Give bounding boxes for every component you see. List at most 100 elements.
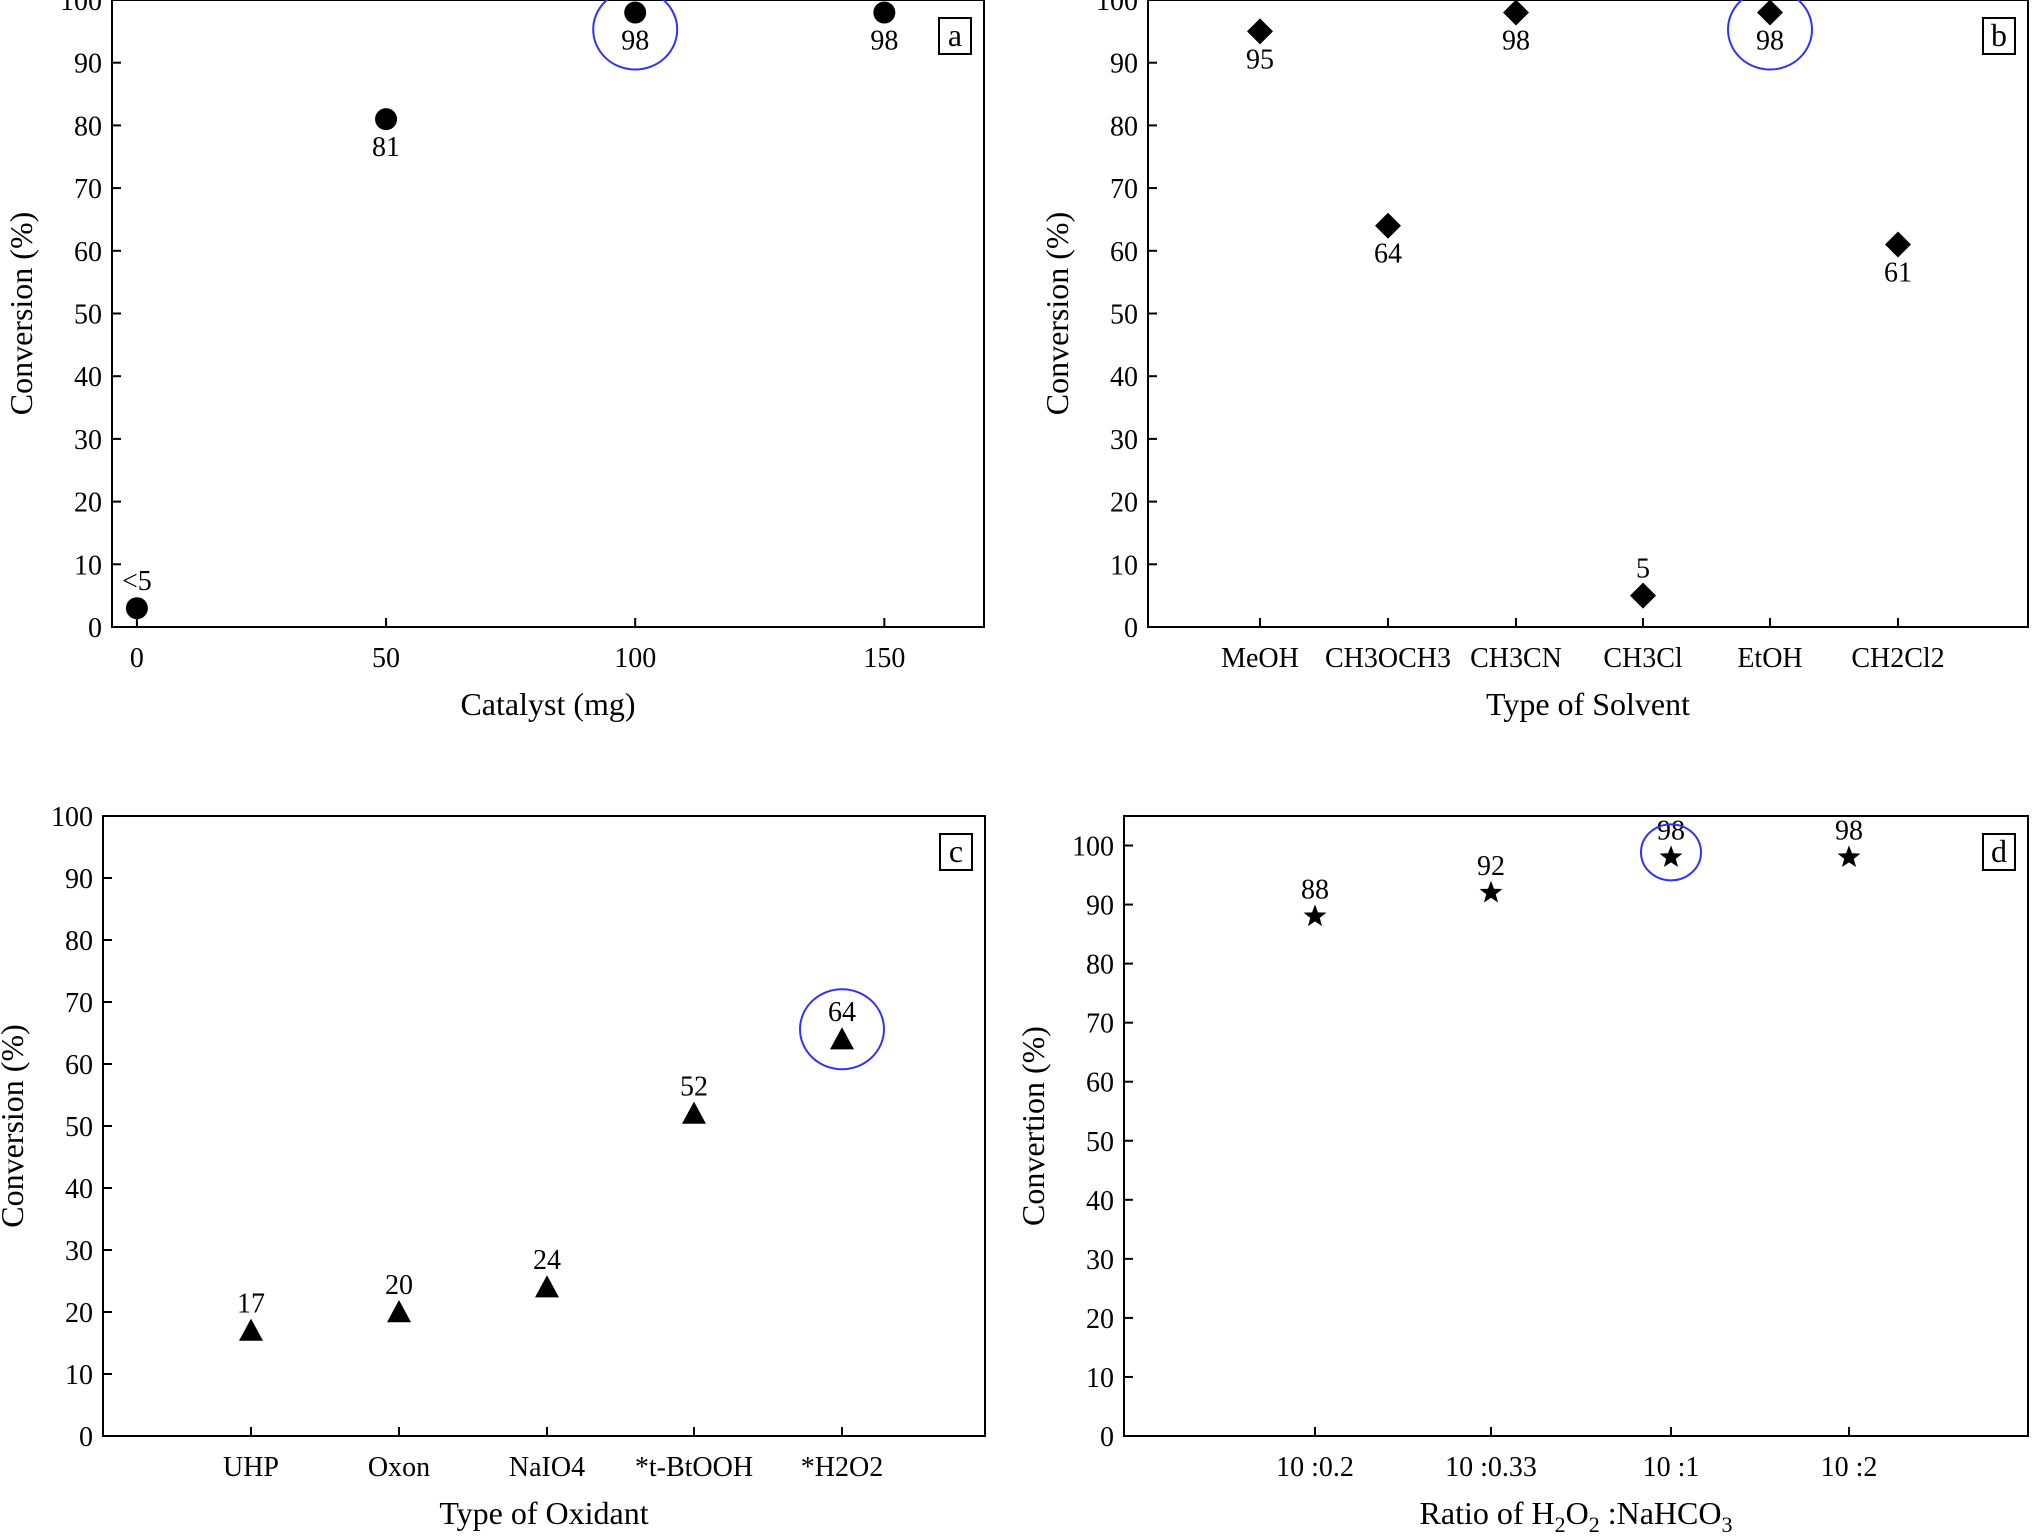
y-tick-label: 80 (1110, 111, 1138, 142)
x-tick-label: Oxon (368, 1452, 430, 1483)
y-tick-label: 0 (79, 1422, 93, 1453)
y-tick-label: 10 (1086, 1363, 1114, 1394)
y-tick-label: 30 (1110, 425, 1138, 456)
highlight-ring (1640, 823, 1702, 882)
x-axis-title-subscript: 3 (1721, 1512, 1732, 1537)
data-label: 92 (1477, 851, 1505, 882)
x-tick-label: CH3Cl (1603, 643, 1683, 674)
y-tick-label: 30 (1086, 1245, 1114, 1276)
y-tick-label: 0 (1124, 613, 1138, 644)
data-point (387, 1300, 411, 1323)
y-tick-label: 70 (74, 174, 102, 205)
data-label: 61 (1884, 258, 1912, 289)
data-label: 98 (1756, 26, 1784, 57)
y-tick-label: 20 (65, 1298, 93, 1329)
y-tick-label: 100 (60, 0, 102, 17)
data-point (873, 1, 896, 24)
y-axis-title: Conversion (%) (3, 212, 39, 416)
x-tick-label: 0 (130, 643, 144, 674)
panel-letter: d (1991, 833, 2007, 869)
data-point (1659, 845, 1683, 868)
x-tick-label: 100 (614, 643, 656, 674)
data-point (1303, 904, 1327, 927)
y-tick-label: 50 (1110, 300, 1138, 331)
y-tick-label: 20 (74, 488, 102, 519)
data-point (375, 108, 398, 131)
x-tick-label: NaIO4 (509, 1452, 585, 1483)
x-tick-label: MeOH (1221, 643, 1299, 674)
data-label: 98 (1502, 26, 1530, 57)
x-axis-title-subscript: 2 (1589, 1512, 1600, 1537)
x-axis-title-subscript: 2 (1555, 1512, 1566, 1537)
y-tick-label: 40 (74, 362, 102, 393)
y-axis-title: Convertion (%) (1015, 1026, 1051, 1226)
x-tick-label: 50 (372, 643, 400, 674)
data-point (1885, 231, 1911, 258)
y-tick-label: 80 (65, 926, 93, 957)
highlight-ring (799, 988, 885, 1071)
chart-panel-d: 0 10 20 30 40 50 60 70 80 90 100 10 :0.2 10 :0.33 10 … (1015, 815, 2029, 1537)
x-tick-label: 10 :1 (1643, 1452, 1700, 1483)
x-tick-label: 10 :2 (1821, 1452, 1878, 1483)
chart-panel-c: 0 10 20 30 40 50 60 70 80 90 100 UHP Oxon NaIO4 *t-BtO… (0, 802, 986, 1531)
x-tick-label: CH3OCH3 (1325, 643, 1451, 674)
highlight-ring (1727, 0, 1813, 71)
data-label: 98 (870, 26, 898, 57)
y-tick-label: 70 (1086, 1009, 1114, 1040)
y-tick-label: 10 (1110, 550, 1138, 581)
data-point (1630, 582, 1656, 609)
y-tick-label: 10 (74, 550, 102, 581)
x-tick-label: 10 :0.33 (1445, 1452, 1537, 1483)
y-tick-label: 30 (74, 425, 102, 456)
x-tick-label: *t-BtOOH (635, 1452, 753, 1483)
x-tick-label: *H2O2 (801, 1452, 883, 1483)
y-tick-label: 90 (1110, 49, 1138, 80)
data-label: 98 (1835, 815, 1863, 846)
x-axis-title: Catalyst (mg) (460, 686, 635, 722)
panel-letter: b (1991, 17, 2007, 53)
y-tick-label: 70 (65, 988, 93, 1019)
y-tick-label: 0 (1100, 1422, 1114, 1453)
y-tick-label: 60 (1110, 237, 1138, 268)
y-tick-label: 50 (65, 1112, 93, 1143)
data-point (1247, 18, 1273, 45)
data-label: 98 (621, 26, 649, 57)
y-tick-label: 100 (1072, 832, 1114, 863)
data-point (1479, 880, 1503, 903)
data-label: 98 (1657, 815, 1685, 846)
data-label: 64 (828, 997, 856, 1028)
y-tick-label: 20 (1086, 1304, 1114, 1335)
data-label: 64 (1374, 239, 1402, 270)
y-axis-title: Conversion (%) (1039, 212, 1075, 416)
y-tick-label: 60 (1086, 1068, 1114, 1099)
data-label: 52 (680, 1072, 708, 1103)
panel-letter-box (939, 833, 973, 871)
data-point (1503, 0, 1529, 26)
panel-letter-box (1982, 833, 2016, 871)
y-tick-label: 70 (1110, 174, 1138, 205)
data-label: 81 (372, 132, 400, 163)
panel-letter: c (949, 833, 963, 869)
y-tick-label: 60 (65, 1050, 93, 1081)
y-tick-label: 50 (74, 300, 102, 331)
x-axis-title: Type of Oxidant (439, 1495, 648, 1531)
plot-frame (111, 0, 985, 628)
y-axis-title: Conversion (%) (0, 1024, 30, 1228)
y-tick-label: 80 (74, 111, 102, 142)
x-tick-label: CH2Cl2 (1851, 643, 1944, 674)
x-axis-title-part: :NaHCO (1600, 1495, 1722, 1531)
y-tick-label: 40 (1086, 1186, 1114, 1217)
chart-panel-a: 0 10 20 30 40 50 60 70 80 90 100 0 50 100 150 <5 81 98 98 C… (3, 0, 985, 722)
data-label: 5 (1636, 554, 1650, 585)
x-tick-label: 10 :0.2 (1276, 1452, 1354, 1483)
y-tick-label: 10 (65, 1360, 93, 1391)
y-tick-label: 90 (1086, 891, 1114, 922)
highlight-ring (592, 0, 679, 71)
y-tick-label: 30 (65, 1236, 93, 1267)
x-tick-label: CH3CN (1470, 643, 1562, 674)
data-point (535, 1275, 559, 1298)
y-tick-label: 20 (1110, 488, 1138, 519)
data-point (830, 1027, 854, 1050)
x-tick-label: EtOH (1737, 643, 1802, 674)
